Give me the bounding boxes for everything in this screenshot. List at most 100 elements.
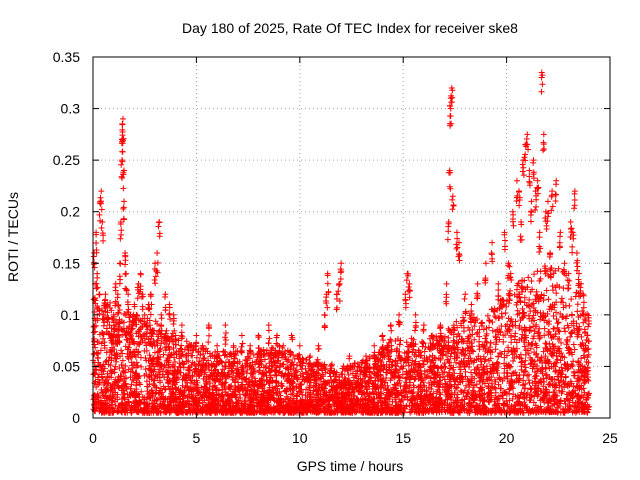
data-point	[426, 353, 433, 360]
data-point	[554, 356, 561, 363]
data-point	[500, 338, 507, 345]
data-point	[342, 408, 349, 415]
data-point	[483, 405, 490, 412]
data-point	[310, 390, 317, 397]
data-point	[578, 333, 585, 340]
data-point	[460, 328, 467, 335]
data-point	[329, 408, 336, 415]
data-point	[341, 367, 348, 374]
data-point	[560, 409, 567, 416]
data-point	[91, 323, 98, 330]
data-point	[137, 324, 144, 331]
data-point	[453, 318, 460, 325]
data-point	[189, 394, 196, 401]
data-point	[381, 354, 388, 361]
data-point	[349, 389, 356, 396]
data-point	[114, 377, 121, 384]
data-point	[154, 342, 161, 349]
data-point	[257, 358, 264, 365]
data-point	[521, 337, 528, 344]
data-point	[322, 392, 329, 399]
data-point	[188, 391, 195, 398]
data-point	[514, 311, 521, 318]
data-point	[122, 343, 129, 350]
data-point	[183, 338, 190, 345]
data-point	[477, 377, 484, 384]
data-point	[547, 376, 554, 383]
data-point	[374, 383, 381, 390]
data-point	[421, 348, 428, 355]
data-point	[498, 297, 505, 304]
data-point	[520, 393, 527, 400]
data-point	[254, 408, 261, 415]
data-point	[145, 365, 152, 372]
data-point	[109, 368, 116, 375]
data-point	[362, 373, 369, 380]
data-point	[447, 409, 454, 416]
data-point	[224, 391, 231, 398]
data-point	[111, 382, 118, 389]
data-point	[532, 409, 539, 416]
data-point	[463, 392, 470, 399]
data-point	[124, 394, 131, 401]
data-point	[412, 358, 419, 365]
data-point	[387, 393, 394, 400]
data-point	[522, 326, 529, 333]
data-point	[415, 383, 422, 390]
data-point	[255, 351, 262, 358]
data-point	[492, 334, 499, 341]
data-point	[453, 350, 460, 357]
data-point	[480, 376, 487, 383]
data-point	[109, 405, 116, 412]
data-point	[530, 333, 537, 340]
data-point	[149, 389, 156, 396]
data-point	[463, 382, 470, 389]
data-point	[557, 310, 564, 317]
data-point	[233, 372, 240, 379]
data-point	[422, 344, 429, 351]
data-point	[585, 323, 592, 330]
data-point	[225, 385, 232, 392]
data-point	[554, 320, 561, 327]
data-point	[433, 394, 440, 401]
data-point	[485, 390, 492, 397]
data-point	[451, 344, 458, 351]
data-point	[552, 359, 559, 366]
data-point	[585, 320, 592, 327]
data-point	[519, 409, 526, 416]
data-point	[388, 404, 395, 411]
data-point	[466, 338, 473, 345]
data-point	[574, 301, 581, 308]
data-point	[362, 383, 369, 390]
data-point	[551, 391, 558, 398]
data-point	[516, 407, 523, 414]
data-point	[542, 353, 549, 360]
data-point	[525, 274, 532, 281]
data-point	[178, 346, 185, 353]
data-point	[450, 402, 457, 409]
data-point	[384, 351, 391, 358]
data-point	[451, 399, 458, 406]
data-point	[220, 397, 227, 404]
data-point	[455, 330, 462, 337]
data-point	[375, 358, 382, 365]
data-point	[252, 359, 259, 366]
data-point	[98, 405, 105, 412]
data-point	[265, 379, 272, 386]
data-point	[104, 394, 111, 401]
data-point	[99, 389, 106, 396]
data-point	[546, 340, 553, 347]
data-point	[581, 370, 588, 377]
data-point	[462, 352, 469, 359]
data-point	[388, 346, 395, 353]
data-point	[505, 348, 512, 355]
data-point	[312, 376, 319, 383]
data-point	[344, 390, 351, 397]
data-point	[568, 296, 575, 303]
data-point	[319, 367, 326, 374]
data-point	[209, 396, 216, 403]
data-point	[148, 356, 155, 363]
data-point	[490, 370, 497, 377]
data-point	[494, 396, 501, 403]
data-point	[241, 383, 248, 390]
